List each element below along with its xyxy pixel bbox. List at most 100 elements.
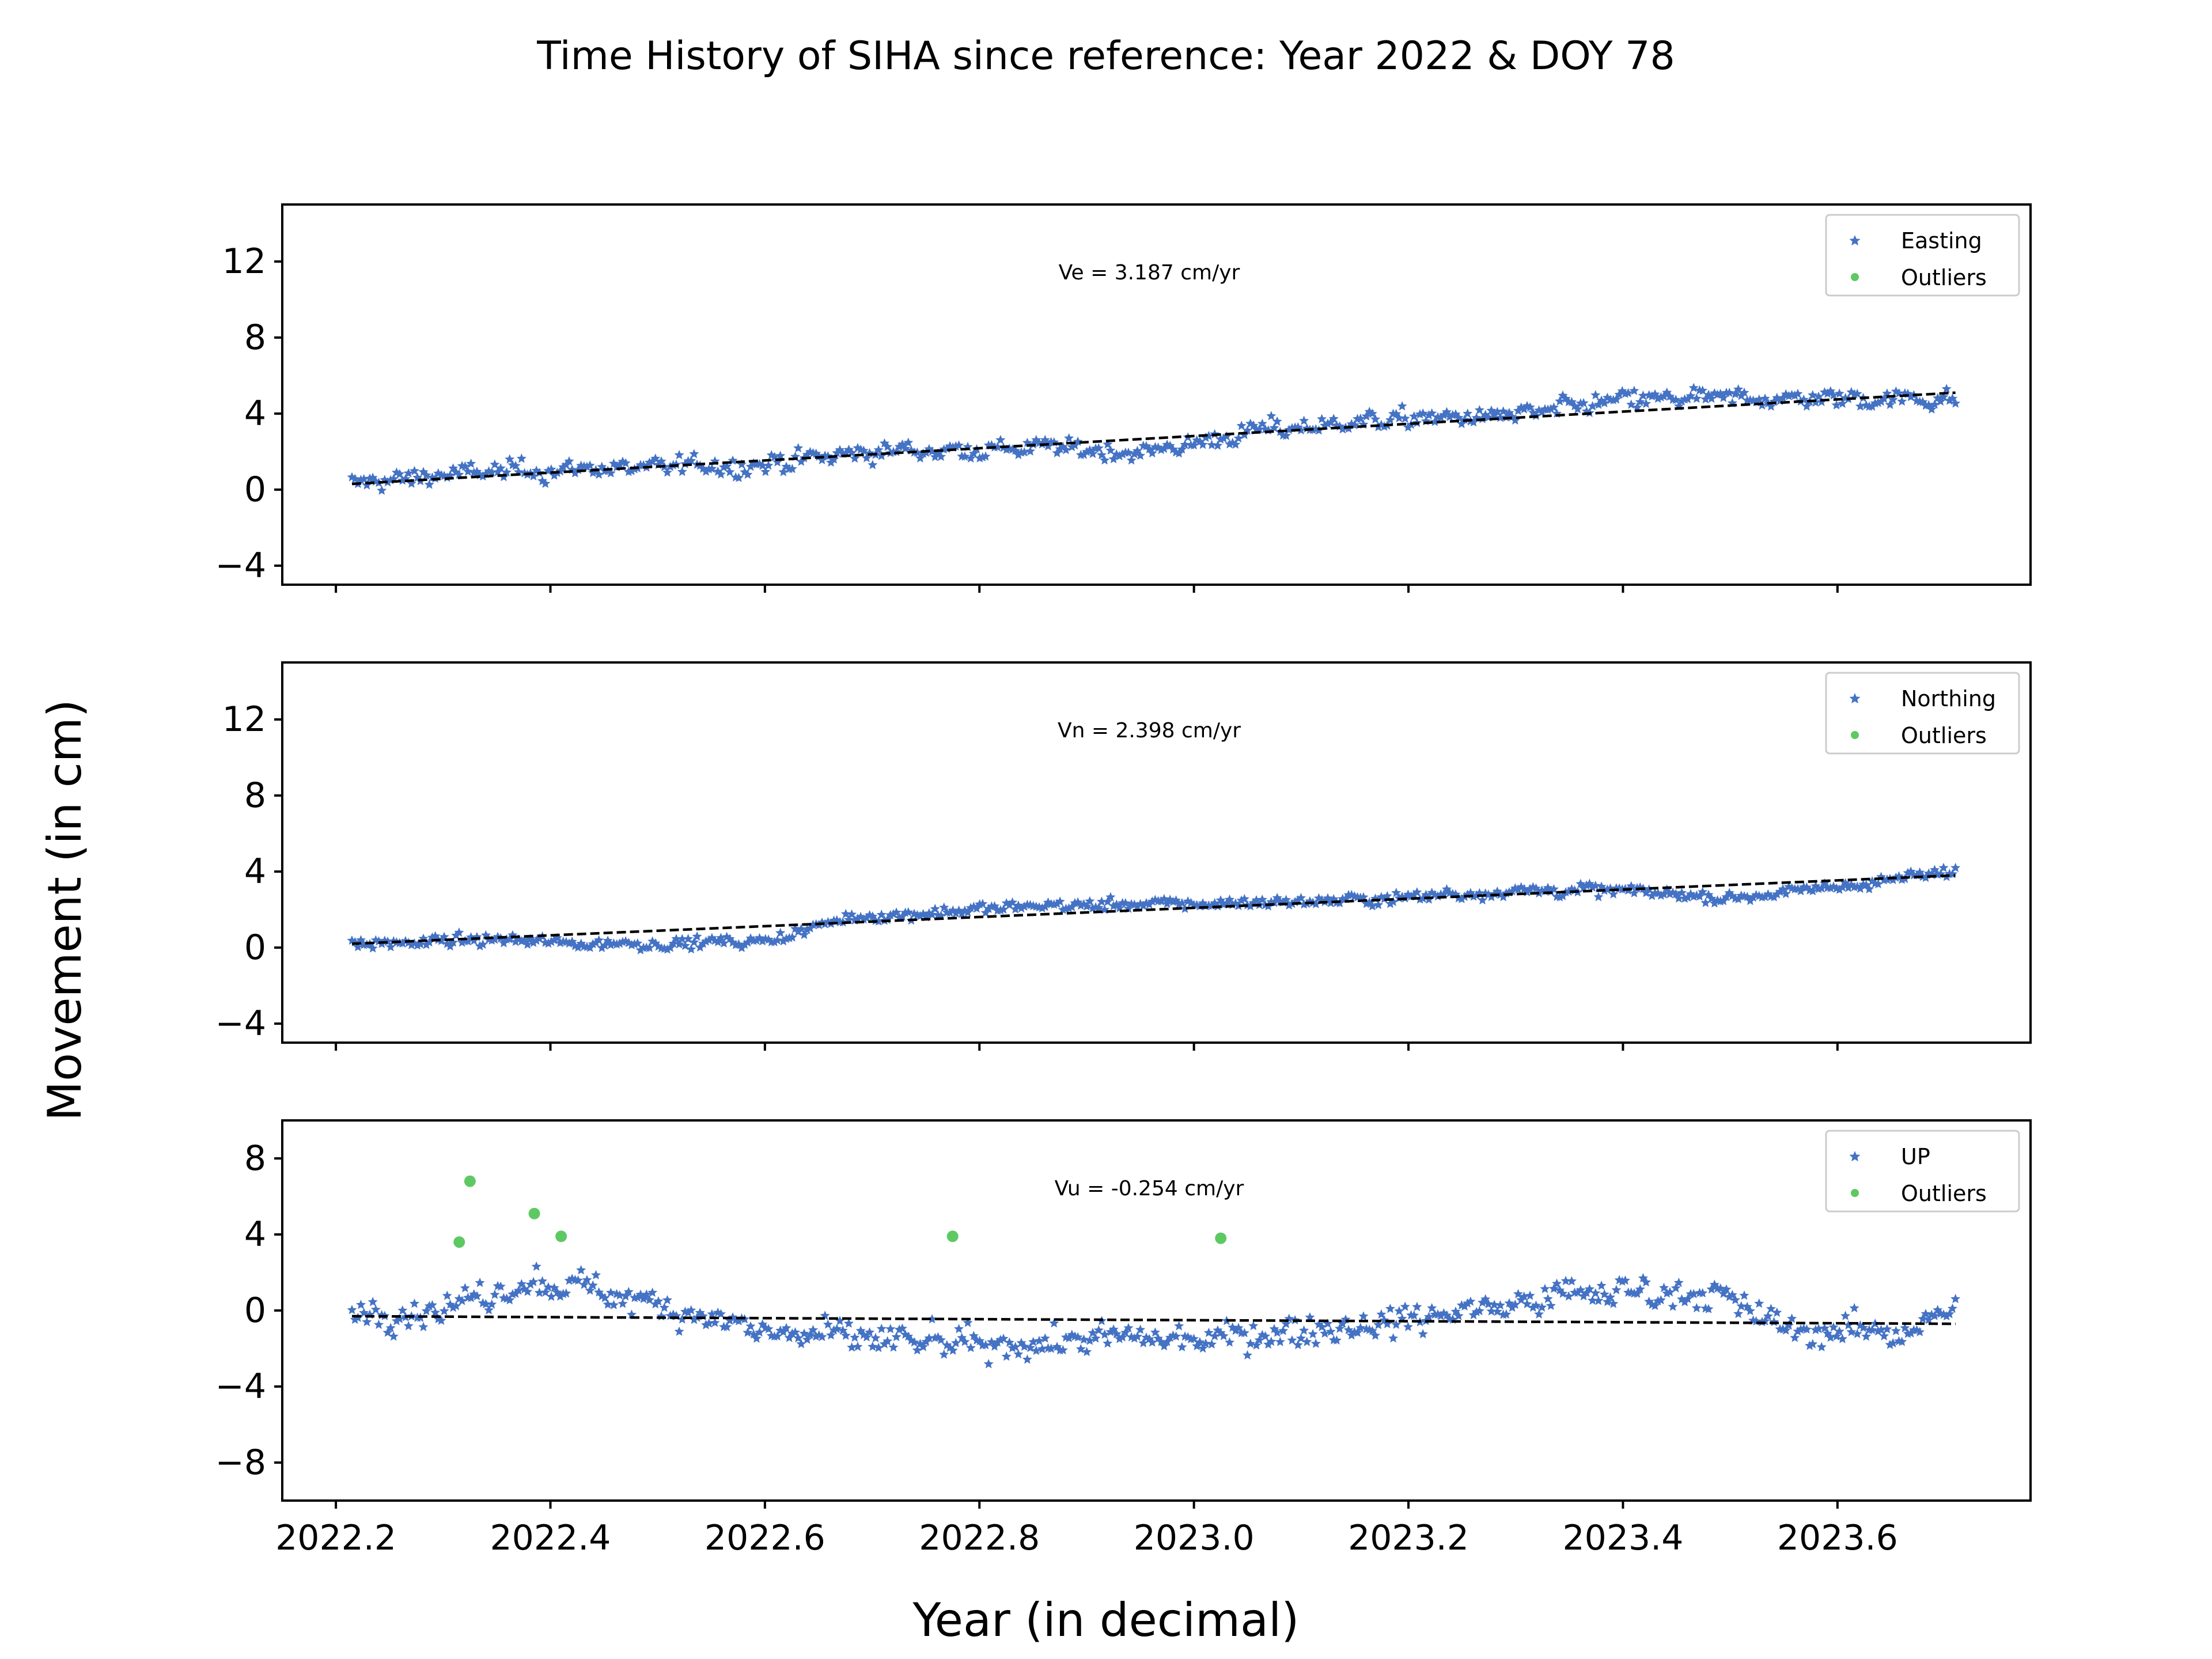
up-data-point [1281, 1319, 1291, 1328]
up-data-point [793, 1333, 804, 1343]
east-ytick-label: 8 [244, 317, 266, 358]
east-data-point [850, 453, 860, 463]
up-outlier-point [1215, 1232, 1227, 1244]
up-data-point [1763, 1310, 1773, 1321]
north-data-point [1796, 886, 1806, 896]
up-outlier-point [453, 1236, 465, 1248]
north-data-point [1058, 904, 1068, 914]
up-data-point [1028, 1336, 1039, 1346]
north-data-point [1555, 892, 1565, 902]
up-data-point [1941, 1311, 1952, 1321]
north-data-point [385, 942, 396, 952]
east-data-point [868, 460, 878, 469]
north-data-point [950, 908, 961, 918]
north-data-point [1590, 880, 1601, 890]
up-data-point [403, 1321, 414, 1331]
east-data-point [1852, 388, 1862, 399]
up-data-point [623, 1286, 634, 1297]
north-legend: Northing Outliers [1825, 672, 2020, 755]
east-data-point [406, 478, 416, 488]
east-data-point [885, 448, 896, 457]
up-data-point [1739, 1290, 1749, 1300]
east-data-point [549, 470, 559, 480]
east-data-point [1177, 444, 1187, 454]
east-data-point [1691, 393, 1702, 403]
east-data-point [677, 467, 687, 476]
north-data-point [1816, 883, 1827, 893]
east-ytick-label: 12 [222, 241, 266, 282]
east-data-point [965, 453, 976, 463]
east-data-point [1355, 413, 1366, 423]
up-data-point [1471, 1306, 1482, 1316]
north-data-point [1644, 884, 1654, 894]
up-data-point [1046, 1343, 1056, 1353]
east-data-point [1040, 434, 1050, 445]
y-axis-label: Movement (in cm) [38, 699, 92, 1121]
east-data-point [362, 480, 372, 490]
up-data-point [1578, 1291, 1589, 1301]
north-data-point [972, 903, 982, 913]
up-data-point [1516, 1294, 1527, 1305]
up-data-point [1584, 1283, 1594, 1294]
up-data-point [799, 1328, 809, 1338]
north-data-point [1296, 892, 1306, 903]
up-data-point [466, 1293, 476, 1302]
north-data-point [1385, 899, 1395, 908]
up-data-point [1790, 1332, 1800, 1342]
east-data-point [1233, 433, 1244, 443]
east-data-point [1424, 410, 1434, 420]
north-data-point [1019, 901, 1029, 911]
up-data-point [1463, 1298, 1473, 1308]
up-data-point [1825, 1332, 1836, 1342]
up-data-point [891, 1332, 902, 1342]
up-data-point [510, 1288, 521, 1298]
north-data-point [1471, 890, 1482, 900]
up-data-point [1373, 1320, 1384, 1330]
east-legend-box [1825, 214, 2020, 297]
up-data-point [457, 1296, 467, 1305]
up-data-point [1403, 1321, 1413, 1331]
up-data-point [1653, 1296, 1663, 1306]
north-data-point [1825, 882, 1836, 893]
east-data-point [1808, 390, 1818, 400]
east-data-point [686, 456, 696, 465]
east-data-point [516, 453, 527, 463]
east-data-point [763, 460, 774, 470]
east-data-point [1614, 389, 1624, 399]
east-data-point [561, 460, 571, 469]
up-data-point [1001, 1351, 1012, 1361]
east-data-point [558, 461, 569, 472]
up-data-point [850, 1332, 860, 1342]
north-data-point [885, 910, 896, 919]
north-data-point [743, 937, 753, 947]
up-data-point [796, 1339, 806, 1349]
east-data-point [1088, 448, 1098, 459]
north-data-point [772, 935, 783, 945]
up-xtick-label: 2022.8 [919, 1518, 1040, 1558]
up-data-point [1335, 1323, 1345, 1333]
north-data-point [713, 937, 723, 946]
east-data-point [433, 468, 444, 478]
north-ytick-label: −4 [215, 1003, 266, 1044]
north-data-point [799, 929, 809, 940]
up-data-point [525, 1279, 536, 1289]
up-data-point [1915, 1327, 1925, 1336]
up-data-point [1882, 1324, 1892, 1334]
east-data-point [1254, 424, 1264, 434]
x-axis-label: Year (in decimal) [912, 1593, 1300, 1647]
north-data-point [1772, 889, 1782, 899]
up-data-point [1605, 1292, 1616, 1302]
east-data-point [1385, 415, 1395, 425]
up-data-point [1483, 1298, 1494, 1309]
east-data-point [570, 468, 580, 478]
north-data-point [567, 936, 577, 946]
east-velocity-label: Ve = 3.187 cm/yr [1059, 261, 1240, 285]
up-xtick-label: 2023.0 [1134, 1518, 1255, 1558]
up-data-point [1596, 1281, 1607, 1290]
up-data-point [1105, 1327, 1116, 1336]
north-data-point [674, 939, 684, 949]
east-data-point [1159, 444, 1169, 453]
up-data-point [817, 1331, 827, 1342]
north-data-point [528, 937, 539, 947]
up-data-point [1504, 1298, 1514, 1308]
